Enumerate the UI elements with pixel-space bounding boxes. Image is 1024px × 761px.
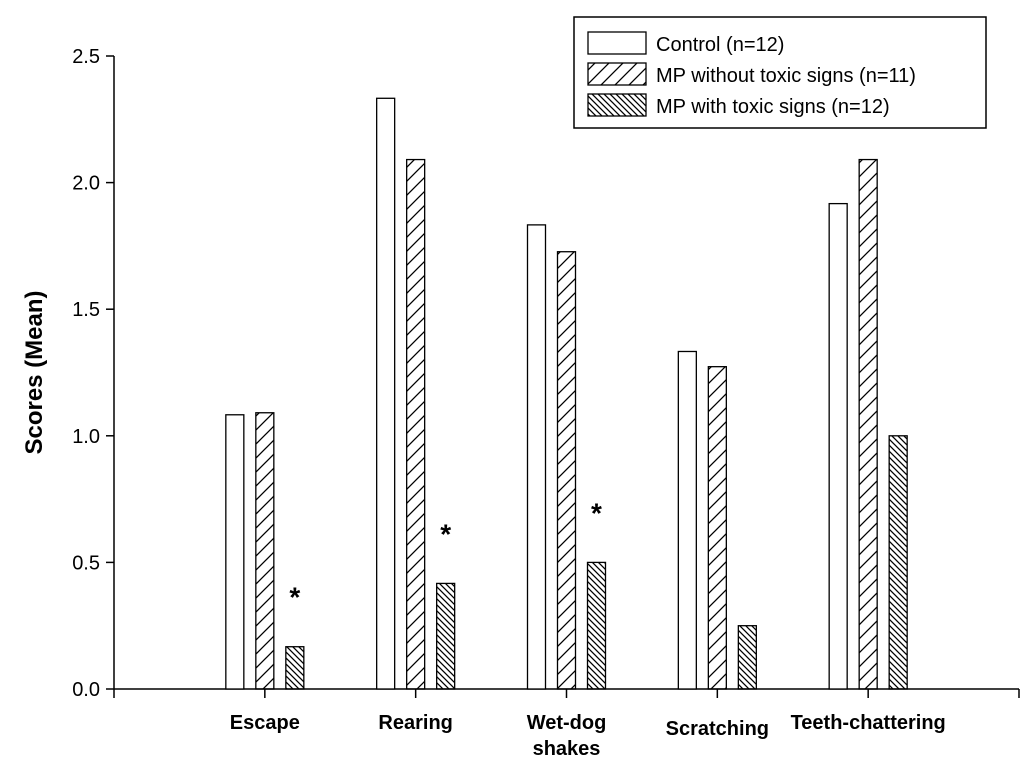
y-tick-label: 1.5 <box>72 299 100 321</box>
bar <box>376 97 396 690</box>
legend-label: MP without toxic signs (n=11) <box>656 65 916 87</box>
legend-label: MP with toxic signs (n=12) <box>656 96 890 118</box>
bar <box>586 561 607 690</box>
bar <box>556 251 577 690</box>
bar <box>737 625 757 690</box>
legend-label: Control (n=12) <box>656 34 784 56</box>
bar <box>828 202 848 690</box>
legend-swatch <box>587 62 647 86</box>
x-category-label: Escape <box>230 712 300 734</box>
bar <box>858 158 878 690</box>
significance-star: * <box>440 518 451 549</box>
bar <box>888 435 908 690</box>
x-category-label: shakes <box>533 738 601 760</box>
y-tick-label: 1.0 <box>72 426 100 448</box>
y-tick-label: 2.5 <box>72 46 100 68</box>
labels: Scores (Mean) Escape Rearing Wet-dog shakes S… <box>21 290 946 760</box>
bar <box>526 224 547 690</box>
bars <box>225 97 908 690</box>
bar <box>225 414 245 690</box>
bar <box>285 646 305 690</box>
bar <box>436 582 456 690</box>
x-category-label: Scratching <box>666 718 769 740</box>
y-axis-title: Scores (Mean) <box>21 290 48 454</box>
bar <box>707 366 727 690</box>
significance-star: * <box>289 582 300 613</box>
x-category-label: Rearing <box>378 712 452 734</box>
bar <box>677 350 697 690</box>
legend-swatch <box>587 93 647 117</box>
bar <box>255 412 275 690</box>
legend-swatch <box>587 31 647 55</box>
significance-star: * <box>591 497 602 528</box>
bar <box>406 158 426 690</box>
y-tick-label: 0.0 <box>72 679 100 701</box>
x-category-label: Teeth-chattering <box>791 712 946 734</box>
y-tick-label: 0.5 <box>72 552 100 574</box>
legend: Control (n=12) MP without toxic signs (n=… <box>573 16 987 129</box>
y-tick-label: 2.0 <box>72 173 100 195</box>
x-category-label: Wet-dog <box>527 712 607 734</box>
